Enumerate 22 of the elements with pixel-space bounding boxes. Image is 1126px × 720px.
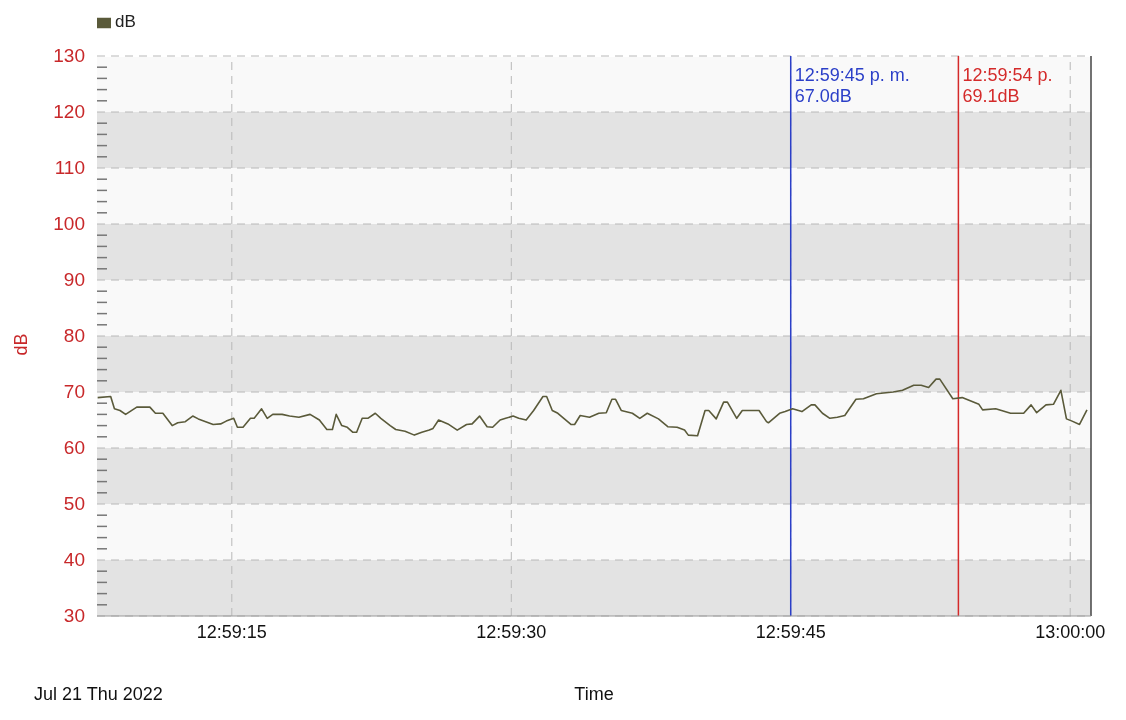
- annotation: 12:59:45 p. m. 67.0dB: [794, 65, 910, 106]
- legend-label: dB: [115, 12, 136, 31]
- y-tick-label: 110: [54, 157, 85, 178]
- x-tick-label: 12:59:15: [196, 622, 267, 642]
- y-tick-label: 130: [53, 45, 85, 66]
- x-tick-label: 12:59:30: [476, 622, 547, 642]
- x-tick-label: 13:00:00: [1035, 622, 1106, 642]
- y-tick-label: 90: [63, 269, 85, 290]
- y-tick-label: 50: [63, 493, 85, 514]
- y-tick-label: 30: [63, 605, 85, 626]
- text: Jul 21 Thu 2022: [34, 684, 163, 705]
- annotation: 12:59:54 p. 69.1dB: [962, 65, 1053, 106]
- y-tick-label: 40: [63, 549, 85, 570]
- x-tick-label: 12:59:45: [755, 622, 826, 642]
- y-tick-label: 70: [63, 381, 85, 402]
- y-tick-label: 80: [63, 325, 85, 346]
- y-tick-label: 60: [63, 437, 85, 458]
- y-tick-label: 120: [53, 101, 85, 122]
- y-tick-label: 100: [53, 213, 85, 234]
- x-axis-title: Time: [573, 684, 615, 705]
- y-axis-title: dB: [10, 333, 32, 356]
- line-series: [97, 378, 1088, 437]
